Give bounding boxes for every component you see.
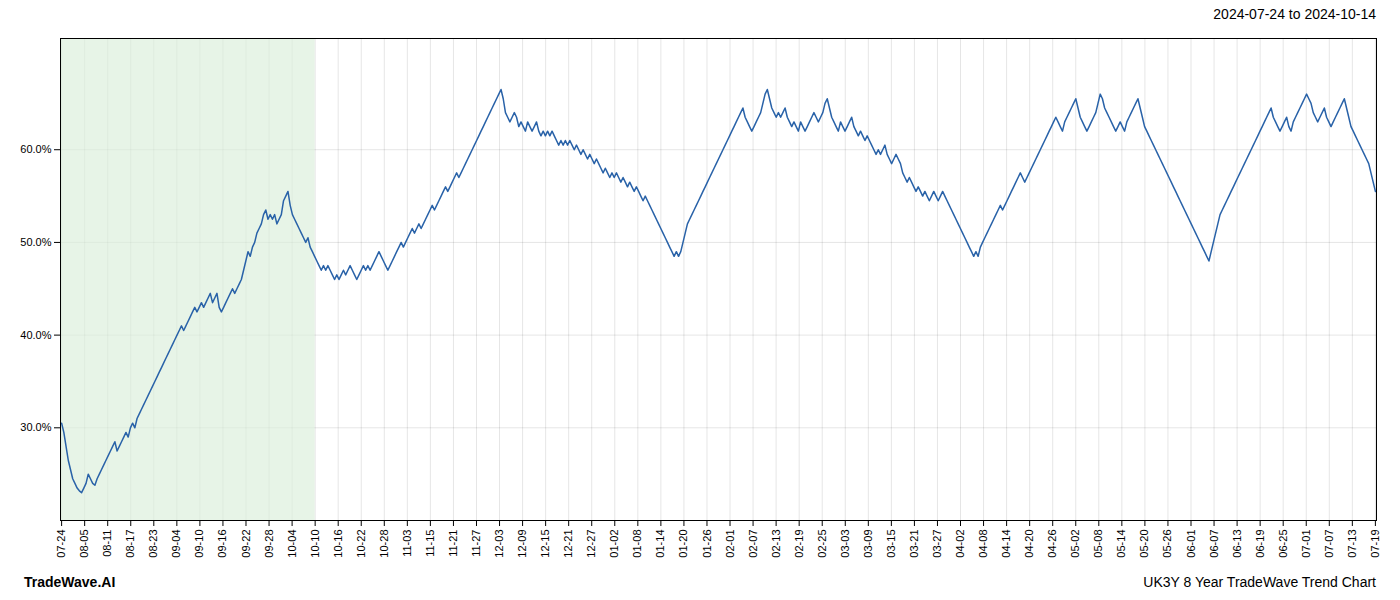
svg-text:01-02: 01-02 [608,530,620,558]
html-text:TradeWave.AI: TradeWave.AI [24,574,116,590]
svg-text:01-08: 01-08 [631,530,643,558]
html-text:2024-07-24 to 2024-10-14: 2024-07-24 to 2024-10-14 [1213,6,1376,22]
svg-text:60.0%: 60.0% [20,143,51,155]
svg-text:04-14: 04-14 [1000,530,1012,558]
svg-text:03-27: 03-27 [931,530,943,558]
svg-text:08-11: 08-11 [101,530,113,557]
svg-text:03-09: 03-09 [862,530,874,558]
svg-text:04-20: 04-20 [1023,530,1035,558]
svg-text:10-16: 10-16 [332,530,344,558]
svg-text:08-05: 08-05 [78,530,90,558]
svg-text:12-27: 12-27 [585,530,597,558]
svg-text:40.0%: 40.0% [20,329,51,341]
svg-text:02-13: 02-13 [770,530,782,558]
svg-text:04-02: 04-02 [954,530,966,558]
svg-text:02-19: 02-19 [793,530,805,558]
svg-text:10-28: 10-28 [378,530,390,558]
svg-text:07-19: 07-19 [1369,530,1381,558]
svg-text:09-16: 09-16 [216,530,228,558]
svg-text:09-28: 09-28 [263,530,275,558]
html-text:UK3Y 8 Year TradeWave Trend Ch: UK3Y 8 Year TradeWave Trend Chart [1143,574,1376,590]
svg-text:10-10: 10-10 [309,530,321,558]
svg-text:09-22: 09-22 [240,530,252,558]
svg-text:08-23: 08-23 [147,530,159,558]
svg-text:11-27: 11-27 [470,530,482,557]
svg-text:03-15: 03-15 [885,530,897,558]
svg-text:12-09: 12-09 [516,530,528,558]
svg-text:12-03: 12-03 [493,530,505,558]
svg-text:10-04: 10-04 [286,530,298,558]
svg-text:50.0%: 50.0% [20,236,51,248]
svg-text:07-01: 07-01 [1300,530,1312,558]
svg-text:05-08: 05-08 [1092,530,1104,558]
svg-text:01-14: 01-14 [654,530,666,558]
svg-text:12-15: 12-15 [539,530,551,558]
svg-text:05-26: 05-26 [1161,530,1173,558]
svg-text:11-21: 11-21 [447,530,459,557]
svg-text:05-20: 05-20 [1138,530,1150,558]
svg-text:06-19: 06-19 [1254,530,1266,558]
svg-text:06-07: 06-07 [1208,530,1220,558]
svg-text:03-21: 03-21 [908,530,920,558]
svg-text:09-10: 09-10 [193,530,205,558]
svg-text:09-04: 09-04 [170,530,182,558]
svg-text:02-25: 02-25 [816,530,828,558]
svg-text:10-22: 10-22 [355,530,367,558]
svg-text:02-07: 02-07 [747,530,759,558]
svg-text:02-01: 02-01 [724,530,736,558]
svg-text:06-01: 06-01 [1185,530,1197,558]
svg-text:06-25: 06-25 [1277,530,1289,558]
svg-text:05-14: 05-14 [1115,530,1127,558]
svg-text:08-17: 08-17 [124,530,136,558]
svg-text:07-24: 07-24 [55,530,67,558]
svg-text:01-20: 01-20 [677,530,689,558]
svg-text:06-13: 06-13 [1231,530,1243,558]
svg-text:11-03: 11-03 [401,530,413,557]
svg-text:12-21: 12-21 [562,530,574,558]
svg-text:01-26: 01-26 [700,530,712,558]
svg-text:04-26: 04-26 [1046,530,1058,558]
svg-text:03-03: 03-03 [839,530,851,558]
svg-text:05-02: 05-02 [1069,530,1081,558]
svg-text:30.0%: 30.0% [20,421,51,433]
svg-text:04-08: 04-08 [977,530,989,558]
svg-text:07-13: 07-13 [1346,530,1358,558]
svg-text:07-07: 07-07 [1323,530,1335,558]
svg-text:11-15: 11-15 [424,530,436,557]
